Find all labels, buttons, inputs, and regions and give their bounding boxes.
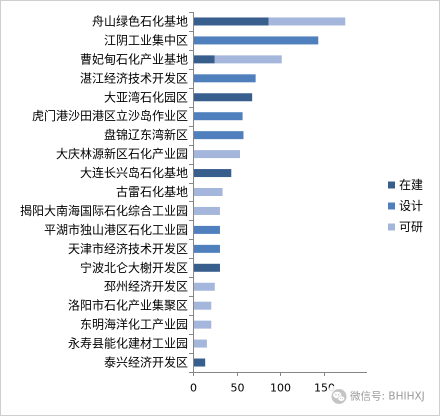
x-tick-label: 100 — [270, 382, 291, 395]
category-label: 揭阳大南海国际石化综合工业园 — [20, 203, 188, 218]
watermark-text: 微信号: BHIHXJ — [350, 390, 425, 403]
bar-in-construction-19 — [193, 358, 206, 367]
bar-design-4 — [193, 74, 256, 83]
category-label: 永寿县能化建材工业园 — [68, 337, 188, 351]
x-axis-ticks: 0 50 100 150 — [190, 372, 335, 395]
bar-design-7 — [193, 131, 244, 140]
legend-label-design: 设计 — [399, 199, 423, 213]
legend-label-in-construction: 在建 — [399, 178, 423, 192]
category-label: 湛江经济技术开发区 — [80, 70, 188, 85]
legend-item-design: 设计 — [388, 199, 423, 213]
category-label: 平湖市独山港区石化工业园 — [44, 222, 188, 237]
bar-feasibility-study-15 — [193, 282, 215, 291]
bar-feasibility-study-16 — [193, 301, 212, 310]
bar-in-construction-3 — [193, 55, 215, 64]
legend-swatch-feasibility-study — [388, 223, 395, 231]
category-label: 虎门港沙田港区立沙岛作业区 — [32, 108, 188, 123]
x-tick-label: 50 — [231, 382, 245, 395]
legend-item-in-construction: 在建 — [388, 178, 423, 192]
legend-label-feasibility-study: 可研 — [399, 220, 423, 234]
bar-feasibility-study-11 — [193, 206, 220, 215]
category-label: 东明海洋化工产业园 — [80, 317, 188, 332]
x-tick-label: 0 — [190, 382, 197, 395]
category-label: 江阴工业集中区 — [104, 32, 188, 47]
category-label: 天津市经济技术开发区 — [68, 241, 188, 256]
watermark-background — [329, 386, 434, 407]
bar-feasibility-study-17 — [193, 320, 212, 329]
bar-feasibility-study-18 — [193, 339, 207, 348]
bar-design-2 — [193, 36, 319, 45]
category-label: 盘锦辽东湾新区 — [104, 127, 188, 142]
category-label: 大庆林源新区石化产业园 — [56, 146, 188, 161]
category-labels: 舟山绿色石化基地江阴工业集中区曹妃甸石化产业基地湛江经济技术开发区大亚湾石化园区… — [20, 13, 188, 369]
bar-in-construction-1 — [193, 17, 269, 26]
bar-in-construction-9 — [193, 169, 232, 178]
bar-feasibility-study-1 — [268, 17, 346, 26]
bar-group — [193, 17, 346, 367]
bar-feasibility-study-8 — [193, 150, 240, 159]
category-label: 泰兴经济开发区 — [104, 355, 188, 370]
category-label: 邳州经济开发区 — [104, 279, 188, 294]
bar-design-6 — [193, 112, 243, 121]
category-label: 曹妃甸石化产业基地 — [80, 52, 188, 66]
category-label: 舟山绿色石化基地 — [92, 13, 188, 28]
category-label: 大连长兴岛石化基地 — [80, 165, 188, 180]
bar-design-12 — [193, 225, 220, 234]
watermark: 微信号: BHIHXJ — [329, 386, 434, 407]
legend-swatch-design — [388, 202, 395, 210]
bar-design-13 — [193, 244, 220, 253]
wechat-icon — [331, 389, 347, 404]
y-axis-ticks — [189, 12, 194, 373]
category-label: 洛阳市石化产业集聚区 — [68, 298, 188, 313]
bar-feasibility-study-10 — [193, 188, 223, 196]
category-label: 宁波北仑大榭开发区 — [80, 260, 188, 275]
bar-in-construction-14 — [193, 263, 220, 272]
legend-swatch-in-construction — [388, 181, 395, 189]
bar-in-construction-5 — [193, 93, 253, 102]
legend-item-feasibility-study: 可研 — [388, 220, 423, 234]
category-label: 大亚湾石化园区 — [104, 89, 188, 104]
bar-feasibility-study-3 — [214, 55, 282, 64]
legend: 在建 设计 可研 — [388, 178, 423, 234]
category-label: 古雷石化基地 — [116, 184, 188, 199]
